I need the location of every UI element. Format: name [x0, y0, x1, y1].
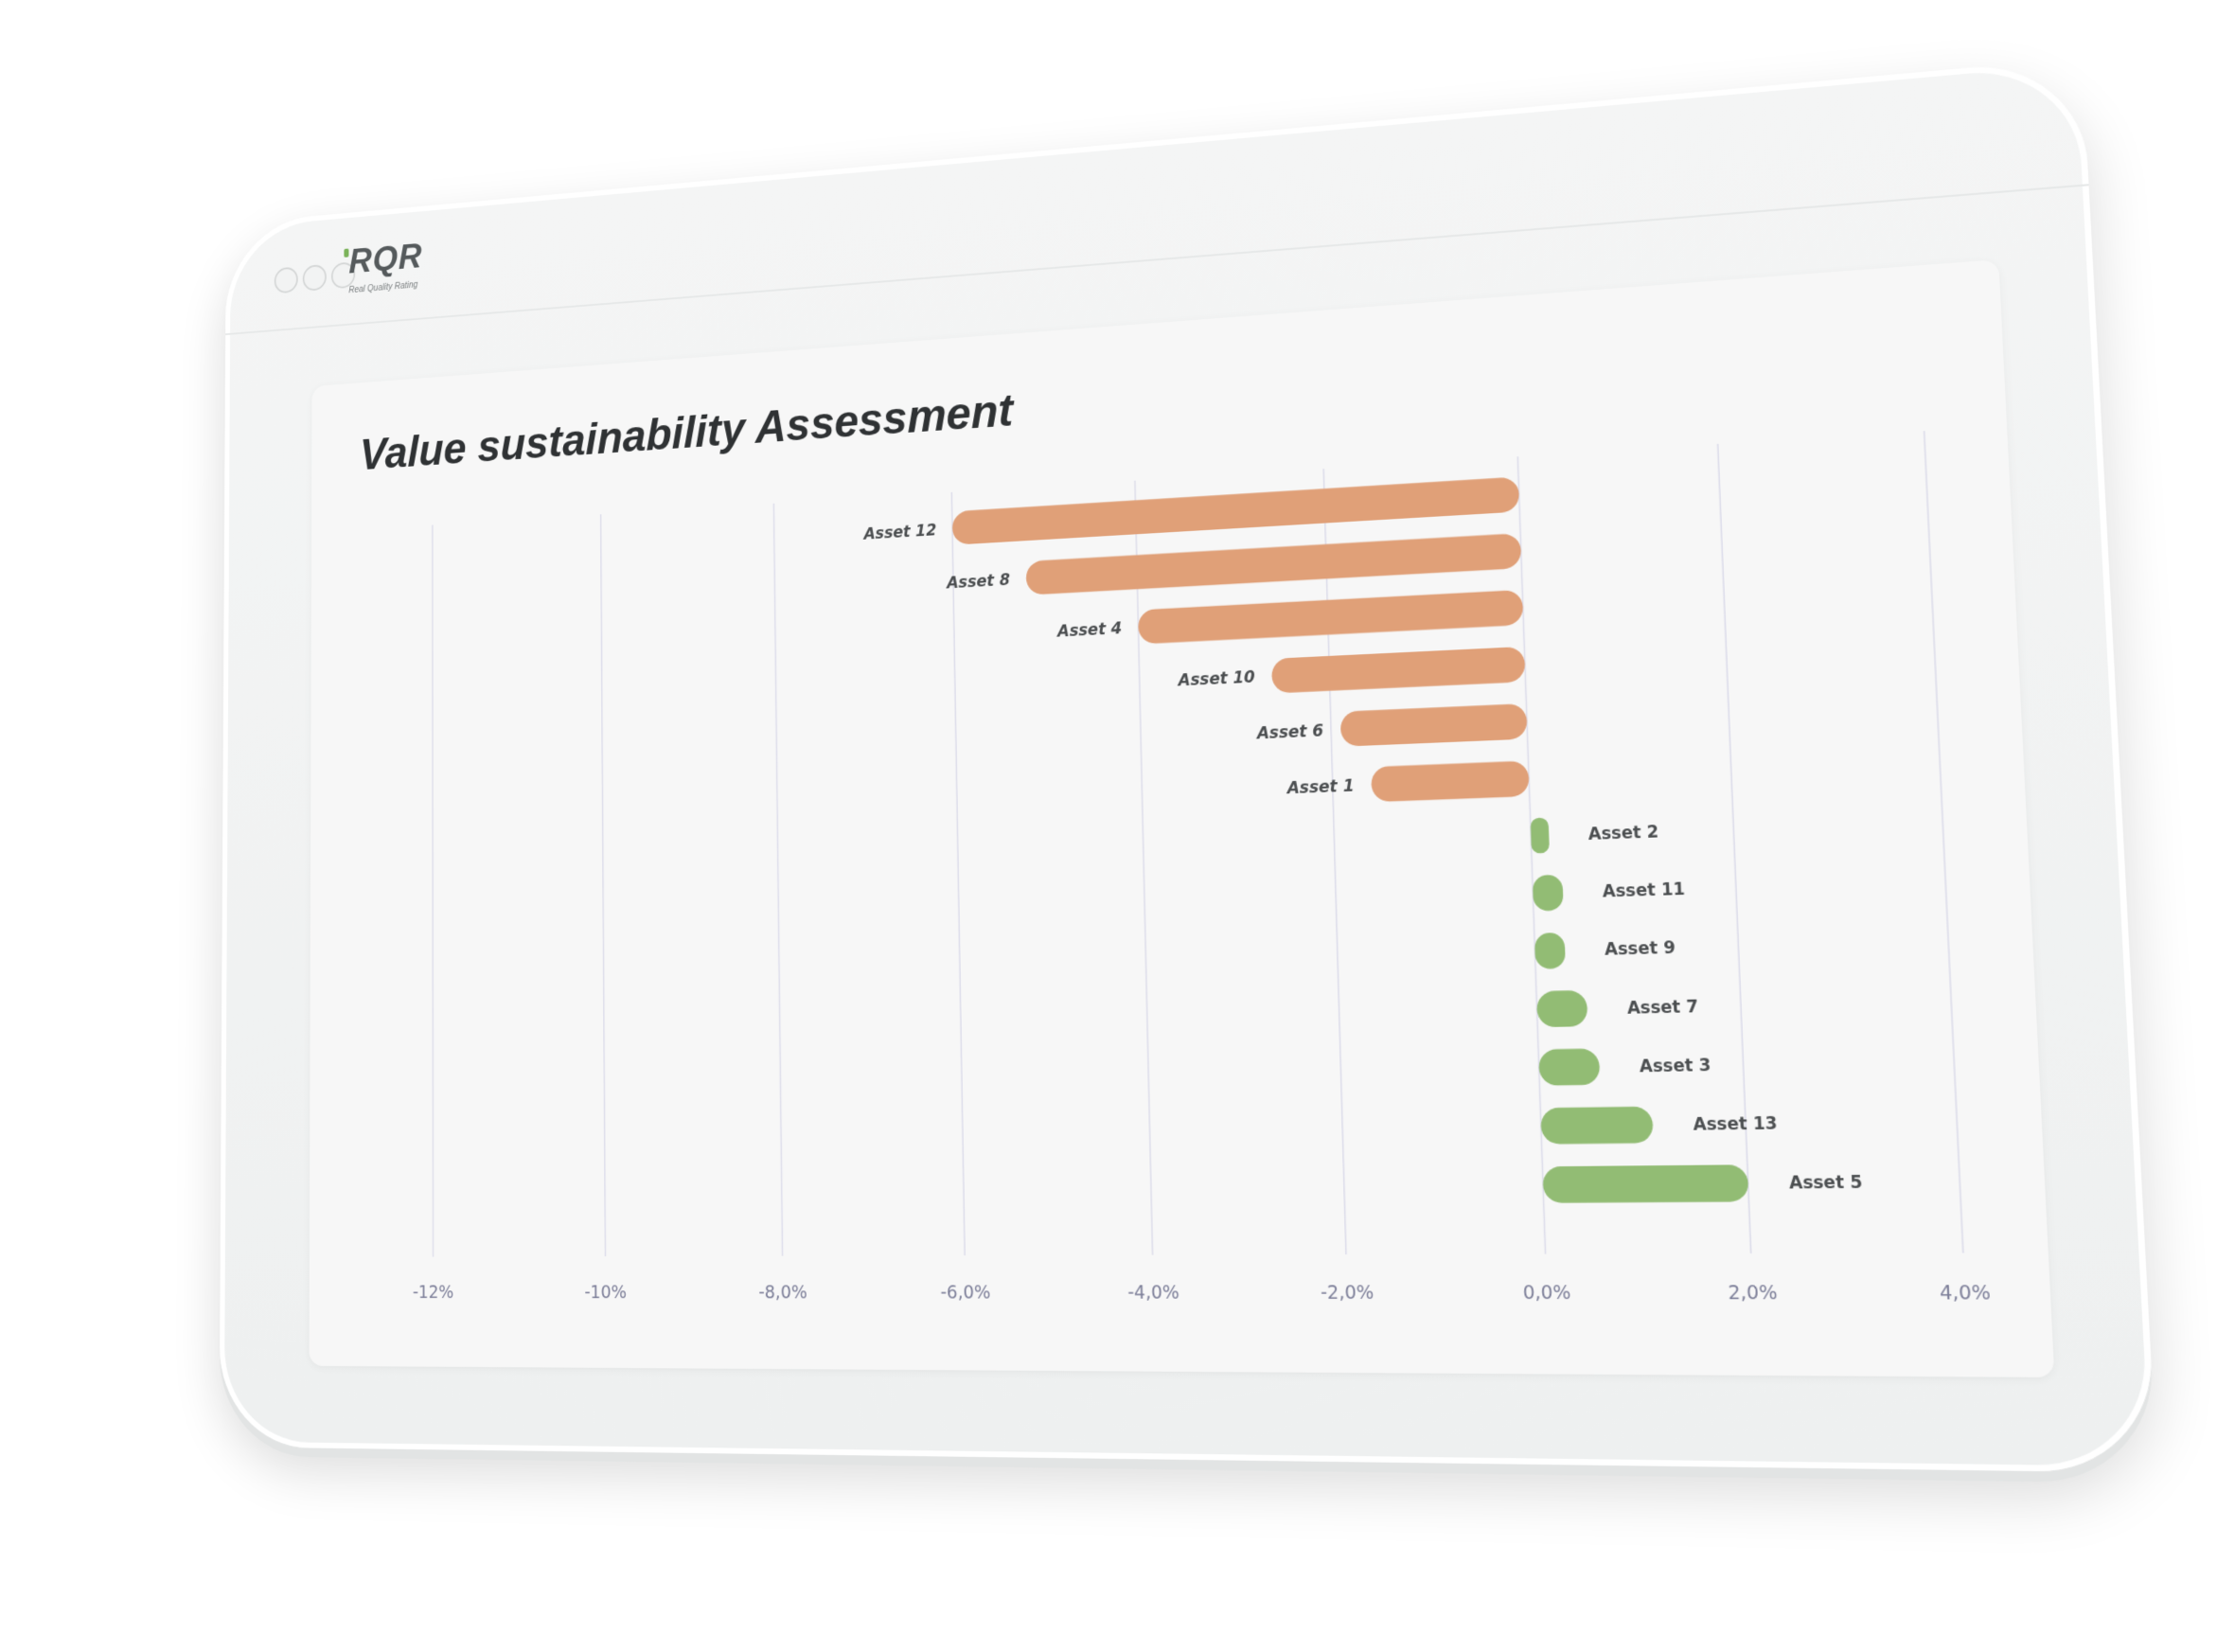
bar-label: Asset 12 [861, 520, 936, 542]
bar-label: Asset 9 [1605, 938, 1676, 960]
bar-asset-11[interactable] [1533, 875, 1564, 912]
grid-line [601, 514, 606, 1256]
bar-asset-1[interactable] [1371, 760, 1530, 802]
bar-label: Asset 13 [1693, 1113, 1778, 1134]
bar-label: Asset 7 [1627, 996, 1699, 1018]
bar-asset-10[interactable] [1271, 647, 1526, 694]
bar-asset-9[interactable] [1534, 933, 1566, 969]
grid-line [1135, 481, 1153, 1255]
x-tick-label: -6,0% [940, 1282, 990, 1304]
x-tick-label: -8,0% [758, 1282, 807, 1303]
tablet-window: RQR Real Quality Rating Value sustainabi… [220, 58, 2157, 1473]
grid-line [1517, 456, 1545, 1253]
chart-panel: Value sustainability Assessment Asset 12… [310, 259, 2055, 1377]
grid-line [1323, 469, 1346, 1254]
bar-label: Asset 10 [1176, 667, 1255, 690]
logo-text: RQR [348, 237, 422, 281]
x-tick-label: 4,0% [1939, 1282, 1991, 1305]
bar-label: Asset 4 [1055, 619, 1122, 641]
bar-asset-13[interactable] [1540, 1107, 1654, 1145]
bar-chart: Asset 12 Asset 8 Asset 4 Asset 10 Asset 6 Ass… [310, 259, 2055, 1377]
logo-subtitle: Real Quality Rating [348, 280, 417, 295]
x-tick-label: 2,0% [1728, 1282, 1778, 1305]
bar-label: Asset 1 [1285, 775, 1355, 797]
grid-line [951, 492, 965, 1255]
bar-asset-6[interactable] [1340, 703, 1528, 747]
x-tick-label: -4,0% [1127, 1282, 1179, 1304]
tick-layer: -12% -10% -8,0% -6,0% -4,0% -2,0% 0,0% 2,0% 4,0% [413, 1282, 1991, 1305]
grid-line [773, 504, 782, 1256]
bar-label: Asset 6 [1254, 720, 1323, 742]
bar-asset-12[interactable] [952, 477, 1520, 545]
bar-label: Asset 11 [1603, 879, 1686, 902]
x-tick-label: 0,0% [1522, 1282, 1571, 1305]
bar-asset-5[interactable] [1542, 1164, 1748, 1202]
bar-label: Asset 3 [1640, 1055, 1712, 1075]
bar-asset-3[interactable] [1538, 1048, 1600, 1085]
bar-label: Asset 8 [945, 570, 1010, 592]
x-tick-label: -10% [584, 1282, 627, 1303]
rqr-logo: RQR Real Quality Rating [344, 236, 440, 304]
window-close-button[interactable] [275, 266, 298, 293]
x-tick-label: -2,0% [1321, 1282, 1375, 1304]
bar-asset-2[interactable] [1531, 817, 1550, 853]
bar-asset-8[interactable] [1026, 533, 1522, 595]
bar-asset-4[interactable] [1138, 590, 1523, 645]
bar-asset-7[interactable] [1536, 990, 1588, 1027]
x-tick-label: -12% [413, 1283, 453, 1304]
bar-label: Asset 5 [1789, 1172, 1863, 1193]
grid-line [433, 525, 434, 1257]
bar-label: Asset 2 [1588, 822, 1659, 844]
grid-line [1924, 431, 1963, 1252]
window-minimize-button[interactable] [303, 264, 327, 292]
